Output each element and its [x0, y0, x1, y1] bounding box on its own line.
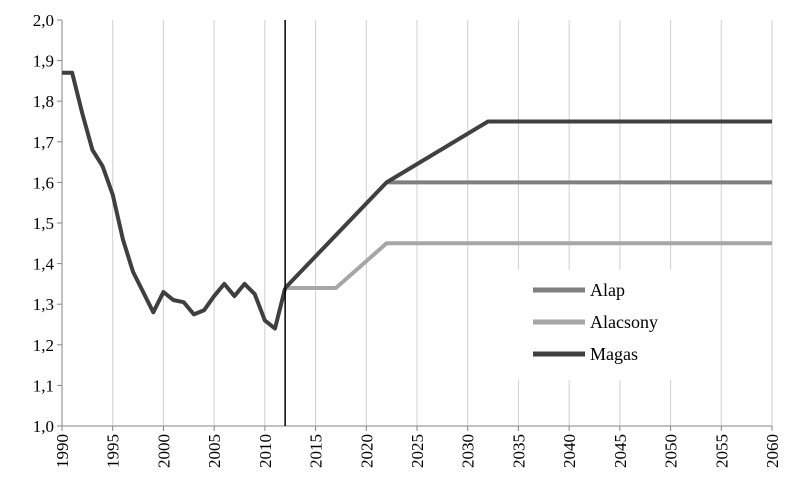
x-tick-label: 2040: [560, 434, 579, 468]
x-tick-label: 2030: [459, 434, 478, 468]
x-tick-label: 2005: [205, 434, 224, 468]
x-tick-label: 2045: [611, 434, 630, 468]
y-tick-label: 1,1: [33, 376, 54, 395]
legend: Alap Alacsony Magas: [515, 270, 700, 380]
y-tick-label: 2,0: [33, 11, 54, 30]
x-tick-label: 2055: [712, 434, 731, 468]
x-tick-label: 2050: [662, 434, 681, 468]
x-tick-label: 2020: [357, 434, 376, 468]
y-tick-label: 1,6: [33, 173, 54, 192]
x-tick-label: 2010: [256, 434, 275, 468]
x-tick-label: 2035: [509, 434, 528, 468]
x-tick-label: 2015: [307, 434, 326, 468]
x-tick-label: 1995: [104, 434, 123, 468]
y-tick-label: 1,5: [33, 214, 54, 233]
legend-label-alacsony: Alacsony: [590, 312, 658, 332]
x-tick-label: 2025: [408, 434, 427, 468]
x-tick-label: 2000: [154, 434, 173, 468]
grid-lines: [112, 20, 773, 426]
y-tick-label: 1,7: [33, 133, 55, 152]
legend-label-alap: Alap: [590, 280, 625, 300]
x-tick-label: 1990: [53, 434, 72, 468]
y-tick-label: 1,0: [33, 417, 54, 436]
legend-label-magas: Magas: [590, 344, 638, 364]
y-tick-label: 1,4: [33, 255, 55, 274]
y-tick-label: 1,9: [33, 52, 54, 71]
series-line-historical: [62, 70, 288, 331]
series-line-magas: [283, 119, 772, 290]
axes: [57, 19, 773, 431]
y-tick-label: 1,3: [33, 295, 54, 314]
y-tick-label: 1,8: [33, 92, 54, 111]
x-tick-labels: 1990 1995 2000 2005 2010 2015 2020 2025 2030 2035…: [53, 434, 782, 468]
y-tick-label: 1,2: [33, 336, 54, 355]
y-tick-labels: 1,0 1,1 1,2 1,3 1,4 1,5 1,6 1,7 1,8 1,9 2,0: [33, 11, 55, 436]
series-layer: [62, 70, 772, 331]
series-line-alacsony: [285, 241, 772, 290]
x-tick-label: 2060: [763, 434, 782, 468]
